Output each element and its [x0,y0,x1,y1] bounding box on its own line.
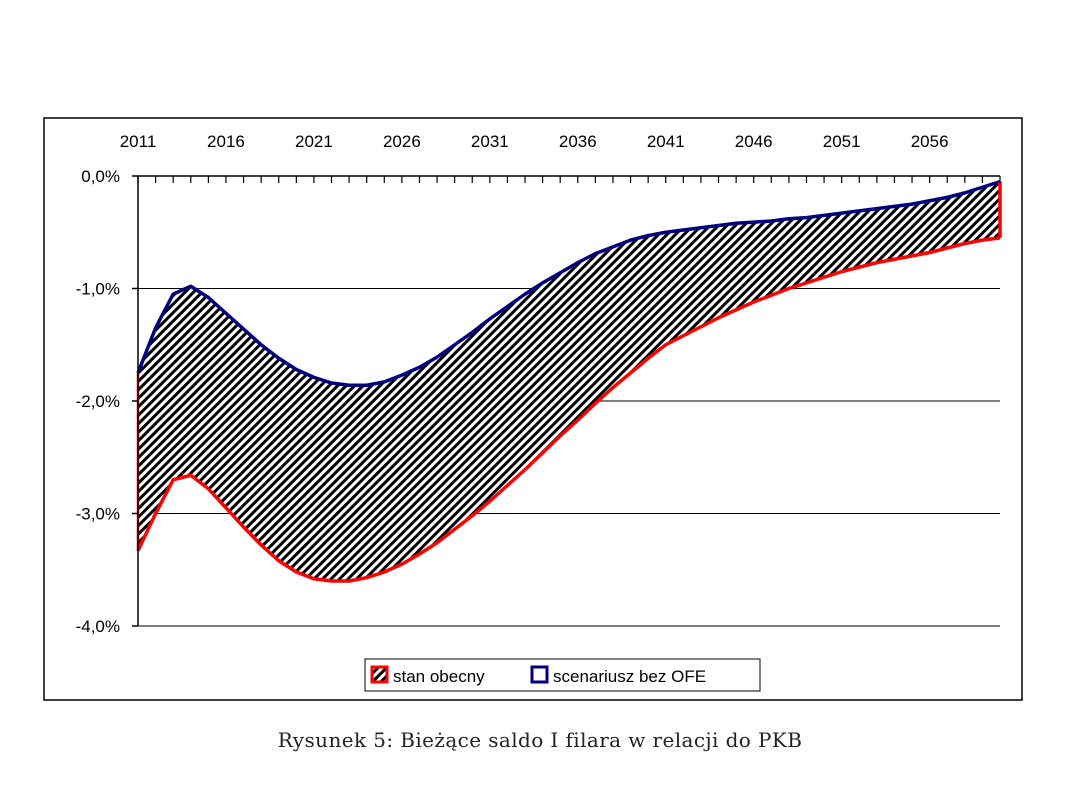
legend: stan obecny scenariusz bez OFE [364,658,761,692]
legend-swatch-scenariusz-bez-ofe [530,665,549,684]
series-line-stan-obecny [136,236,1001,583]
x-tick-labels: 2011 2016 2021 2026 2031 2036 2041 2046 2051 2056 [120,132,949,151]
series-line-scenariusz-bez-ofe [136,179,1001,387]
x-tick-label: 2016 [207,132,245,151]
y-tick-label: -3,0% [76,505,120,524]
axes [132,175,1001,627]
legend-label-stan-obecny: stan obecny [393,667,485,686]
y-tick-label: -2,0% [76,392,120,411]
y-tick-label: 0,0% [81,167,120,186]
difference-area [138,181,1000,581]
x-tick-label: 2036 [559,132,597,151]
x-tick-label: 2046 [735,132,773,151]
hatched-difference-area [138,181,1000,581]
x-tick-label: 2021 [295,132,333,151]
x-tick-label: 2041 [647,132,685,151]
figure-caption: Rysunek 5: Bieżące saldo I filara w rela… [277,728,803,752]
y-tick-labels: 0,0% -1,0% -2,0% -3,0% -4,0% [76,167,120,636]
legend-label-scenariusz-bez-ofe: scenariusz bez OFE [553,667,706,686]
y-tick-label: -1,0% [76,280,120,299]
x-tick-label: 2031 [471,132,509,151]
x-tick-label: 2051 [823,132,861,151]
legend-box [364,658,761,692]
x-tick-label: 2056 [911,132,949,151]
y-tick-label: -4,0% [76,617,120,636]
legend-swatch-stan-obecny [370,665,389,684]
x-tick-label: 2026 [383,132,421,151]
x-tick-label: 2011 [120,132,157,151]
chart: 2011 2016 2021 2026 2031 2036 2041 2046 2051 2056… [43,117,1023,701]
